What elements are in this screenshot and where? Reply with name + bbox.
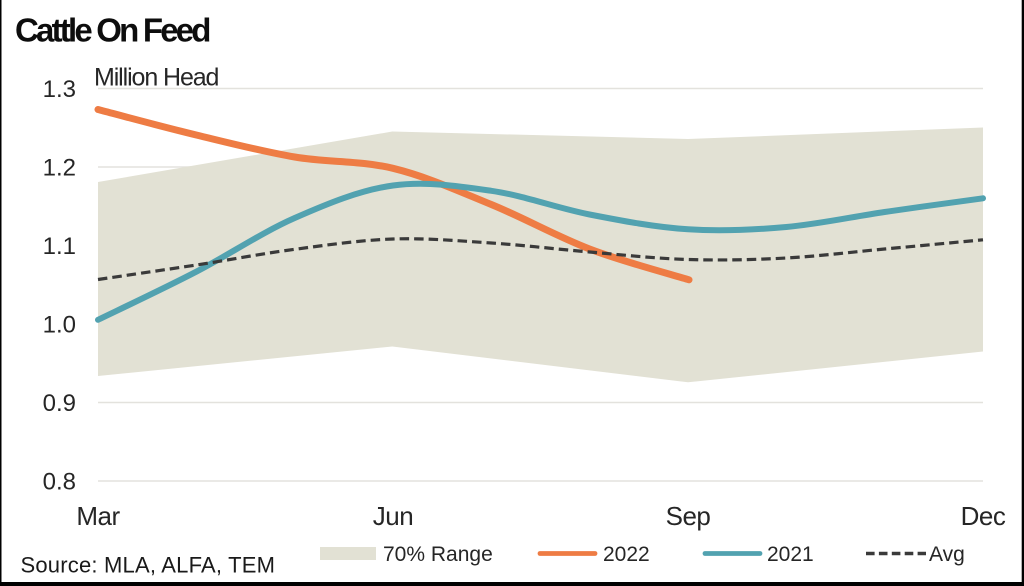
- svg-text:Avg: Avg: [929, 543, 965, 566]
- svg-text:0.8: 0.8: [43, 469, 76, 496]
- svg-text:Million Head: Million Head: [94, 64, 219, 92]
- svg-text:2022: 2022: [603, 543, 650, 566]
- svg-text:Source: MLA, ALFA, TEM: Source: MLA, ALFA, TEM: [21, 553, 276, 578]
- svg-text:Dec: Dec: [961, 501, 1006, 531]
- svg-text:Sep: Sep: [666, 501, 711, 531]
- svg-text:1.3: 1.3: [43, 76, 76, 103]
- svg-text:70% Range: 70% Range: [383, 543, 493, 566]
- svg-text:Jun: Jun: [373, 501, 413, 531]
- svg-text:2021: 2021: [767, 543, 814, 566]
- svg-text:1.0: 1.0: [43, 312, 76, 339]
- svg-text:1.2: 1.2: [43, 155, 76, 182]
- svg-text:Cattle On Feed: Cattle On Feed: [15, 12, 209, 49]
- svg-text:Mar: Mar: [76, 501, 120, 531]
- svg-text:0.9: 0.9: [43, 390, 76, 417]
- svg-text:1.1: 1.1: [43, 233, 76, 260]
